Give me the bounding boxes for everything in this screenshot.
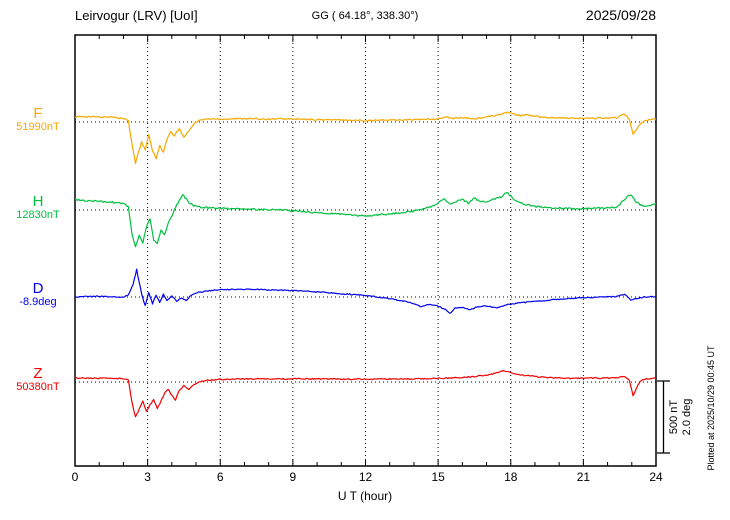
trace-F <box>74 111 657 165</box>
x-tick-label: 21 <box>576 470 591 484</box>
plot-border <box>74 34 657 467</box>
trace-D <box>74 268 657 314</box>
trace-baseline-Z: 50380nT <box>16 381 60 393</box>
scale-deg-label: 2.0 deg <box>681 398 693 436</box>
trace-label-F: F 51990nT <box>6 106 70 134</box>
trace-letter-Z: Z <box>33 365 43 382</box>
trace-label-D: D -8.9deg <box>6 281 70 309</box>
station-title: Leirvogur (LRV) [UoI] <box>75 8 198 23</box>
trace-baseline-H: 12830nT <box>16 209 60 221</box>
observation-date: 2025/09/28 <box>585 7 656 23</box>
trace-H <box>75 192 657 248</box>
amplitude-scale-label: 500 nT 2.0 deg <box>668 399 694 436</box>
x-tick-label: 9 <box>289 470 297 484</box>
plotted-timestamp: Plotted at 2025/10/29 00:45 UT <box>706 345 716 471</box>
trace-letter-F: F <box>33 105 43 122</box>
x-tick-label: 12 <box>358 470 373 484</box>
geographic-coordinates: GG ( 64.18°, 338.30°) <box>311 10 419 22</box>
trace-Z <box>74 369 657 418</box>
trace-label-Z: Z 50380nT <box>6 366 70 394</box>
trace-baseline-F: 51990nT <box>16 121 60 133</box>
trace-label-H: H 12830nT <box>6 194 70 222</box>
x-tick-label: 6 <box>216 470 224 484</box>
x-axis-label: U T (hour) <box>337 489 393 503</box>
x-tick-label: 15 <box>431 470 445 484</box>
x-tick-label: 0 <box>71 470 79 484</box>
amplitude-scale-bar <box>657 380 670 454</box>
x-tick-label: 18 <box>504 470 518 484</box>
trace-letter-D: D <box>32 280 44 297</box>
x-tick-label: 24 <box>649 470 663 484</box>
scale-nt-label: 500 nT <box>668 399 680 435</box>
trace-baseline-D: -8.9deg <box>19 296 57 308</box>
trace-letter-H: H <box>32 193 44 210</box>
x-tick-label: 3 <box>144 470 151 484</box>
